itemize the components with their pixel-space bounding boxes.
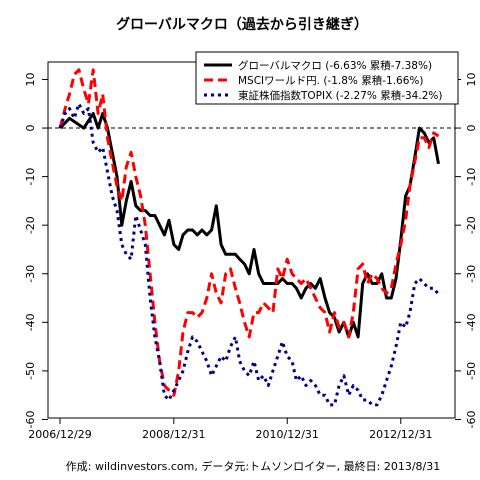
legend-entry-series-0: グローバルマクロ (-6.63% 累積-7.38%): [238, 59, 432, 72]
legend-entry-series-1: MSCIワールド円. (-1.8% 累積-1.66%): [238, 74, 423, 87]
y-tick-label-right-1: 0: [465, 125, 478, 132]
chart-title: グローバルマクロ（過去から引き継ぎ）: [116, 16, 368, 33]
x-tick-label-1: 2008/12/31: [142, 428, 205, 441]
y-tick-label-left-5: -40: [24, 313, 37, 331]
x-tick-label-0: 2006/12/29: [28, 428, 91, 441]
series-line-2: [58, 102, 440, 407]
y-tick-label-right-7: -60: [465, 410, 478, 428]
y-tick-label-right-4: -30: [465, 265, 478, 283]
y-tick-label-left-7: -60: [24, 410, 37, 428]
x-tick-label-3: 2012/12/31: [369, 428, 432, 441]
y-tick-label-right-5: -40: [465, 313, 478, 331]
y-tick-label-right-3: -20: [465, 216, 478, 234]
axis-ticks: 10 10 0 0 -10 -10 -20 -20 -30 -30 -40 -40 -50 -50 -60 -…: [24, 72, 478, 441]
y-tick-label-right-2: -10: [465, 168, 478, 186]
series-line-1: [58, 68, 440, 397]
y-tick-label-left-1: 0: [24, 125, 37, 132]
chart-footer: 作成: wildinvestors.com, データ元:トムソンロイター, 最終…: [66, 459, 440, 473]
y-tick-label-left-2: -10: [24, 168, 37, 186]
y-tick-label-left-4: -30: [24, 265, 37, 283]
series-group: [58, 68, 440, 407]
y-tick-label-left-6: -50: [24, 362, 37, 380]
x-tick-label-2: 2010/12/31: [256, 428, 319, 441]
y-tick-label-right-6: -50: [465, 362, 478, 380]
y-tick-label-left-0: 10: [24, 72, 37, 86]
y-tick-label-right-0: 10: [465, 72, 478, 86]
legend: グローバルマクロ (-6.63% 累積-7.38%) MSCIワールド円. (-…: [195, 51, 459, 105]
legend-box: [195, 51, 459, 105]
legend-entry-series-2: 東証株価指数TOPIX (-2.27% 累積-34.2%): [238, 89, 442, 102]
y-tick-label-left-3: -20: [24, 216, 37, 234]
